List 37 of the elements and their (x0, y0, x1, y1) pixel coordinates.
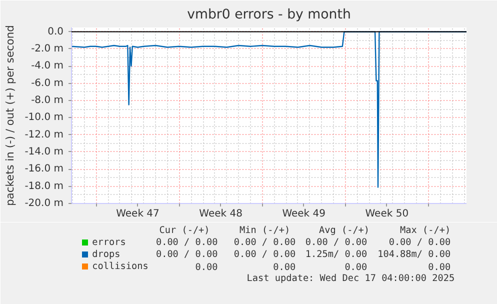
y-tick-label: -16.0 m (24, 164, 64, 175)
text: 0.00 (428, 262, 451, 273)
x-tick-label: Week 49 (282, 208, 326, 220)
text: 0.00 (344, 262, 368, 273)
text: 0.00 (273, 262, 296, 273)
text: Max (-/+) (400, 225, 451, 236)
y-tick-label: 0.0 (48, 26, 64, 38)
text: 104.88m/ 0.00 (378, 249, 451, 260)
text: Cur (-/+) (159, 225, 210, 236)
y-tick-label: -14.0 m (24, 146, 64, 158)
text: Min (-/+) (240, 225, 290, 236)
x-tick-label: Week 48 (199, 208, 242, 220)
text: 0.00 / 0.00 (234, 249, 296, 260)
y-tick-label: -4.0 m (31, 60, 64, 72)
legend-label: drops (92, 249, 120, 260)
y-tick-label: -10.0 m (24, 112, 64, 124)
text: 0.00 / 0.00 (305, 237, 368, 248)
y-tick-label: -8.0 m (31, 94, 64, 106)
text: Avg (-/+) (318, 225, 370, 236)
text: 0.00 / 0.00 (156, 237, 218, 248)
text: 1.25m/ 0.00 (305, 249, 368, 260)
y-tick-label: -2.0 m (31, 43, 64, 54)
text: 0.00 / 0.00 (234, 237, 296, 248)
legend-label: collisions (92, 261, 148, 272)
text: Last update: Wed Dec 17 04:00:00 2025 (246, 273, 455, 284)
x-tick-label: Week 47 (116, 208, 160, 220)
x-tick-label: Week 50 (365, 208, 409, 220)
text: 0.00 / 0.00 (156, 249, 218, 260)
chart-title: vmbr0 errors - by month (187, 8, 351, 22)
y-tick-label: -6.0 m (31, 78, 64, 89)
legend-label: errors (92, 237, 126, 248)
y-tick-label: -18.0 m (24, 180, 64, 192)
y-tick-label: -20.0 m (24, 198, 64, 209)
text: 0.00 (195, 262, 218, 273)
y-axis-title: packets in (-) / out (+) per second (4, 25, 17, 206)
y-tick-label: -12.0 m (24, 129, 64, 140)
text: 0.00 / 0.00 (388, 237, 451, 248)
